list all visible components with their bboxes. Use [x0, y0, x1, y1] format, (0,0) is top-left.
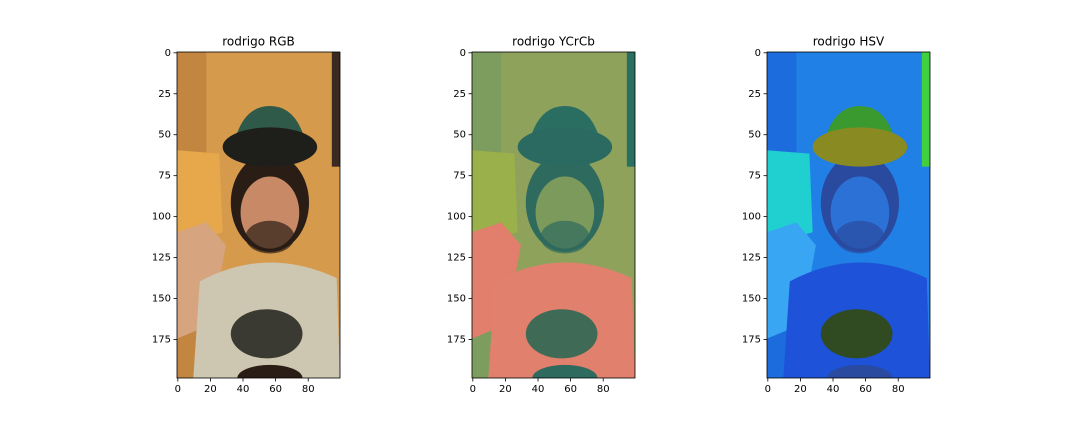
image-beer — [177, 150, 223, 246]
y-tick-label: 25 — [748, 89, 761, 100]
subplot: rodrigo YCrCb 0 20 40 60 80 0 25 50 75 100 125 150 17… — [447, 35, 636, 395]
x-tick-label: 60 — [859, 384, 872, 395]
image — [767, 52, 930, 378]
x-tick-label: 40 — [237, 384, 250, 395]
y-tick-label: 75 — [748, 171, 761, 182]
image-hat-brim — [517, 127, 613, 167]
x-tick-label: 20 — [204, 384, 217, 395]
y-tick-label: 50 — [748, 130, 761, 141]
y-tick-label: 100 — [742, 212, 761, 223]
x-tick-label: 0 — [175, 384, 181, 395]
image-graphic — [525, 309, 598, 359]
x-tick-label: 80 — [892, 384, 905, 395]
x-tick-label: 40 — [532, 384, 545, 395]
y-tick-label: 75 — [453, 171, 466, 182]
subplot-title: rodrigo YCrCb — [512, 35, 595, 49]
y-tick-label: 50 — [453, 130, 466, 141]
x-tick-label: 20 — [794, 384, 807, 395]
image-graphic — [820, 309, 893, 359]
image-edge — [921, 52, 930, 167]
image-beer — [472, 150, 518, 246]
axes-frame — [471, 51, 636, 379]
y-tick-label: 0 — [165, 48, 171, 59]
y-tick-label: 100 — [152, 212, 171, 223]
y-tick-label: 125 — [447, 253, 466, 264]
subplot: rodrigo HSV 0 20 40 60 80 0 25 50 75 100 125 150 175 — [742, 35, 931, 395]
x-tick-label: 0 — [765, 384, 771, 395]
axes-frame — [766, 51, 931, 379]
y-tick-label: 0 — [755, 48, 761, 59]
subplot-title: rodrigo HSV — [813, 35, 885, 49]
y-tick-label: 75 — [158, 171, 171, 182]
y-tick-label: 25 — [158, 89, 171, 100]
x-tick-label: 40 — [827, 384, 840, 395]
image-hat-brim — [812, 127, 908, 167]
y-tick-label: 0 — [460, 48, 466, 59]
image-edge — [331, 52, 340, 167]
y-tick-label: 50 — [158, 130, 171, 141]
image-graphic — [230, 309, 303, 359]
subplot: rodrigo RGB 0 20 40 60 80 0 25 50 75 100 125 150 175 — [152, 35, 341, 395]
x-tick-label: 80 — [597, 384, 610, 395]
image-beard — [245, 220, 295, 254]
y-tick-label: 150 — [447, 294, 466, 305]
image-neck — [532, 364, 598, 378]
x-tick-label: 20 — [499, 384, 512, 395]
y-tick-label: 175 — [447, 335, 466, 346]
image-neck — [827, 364, 893, 378]
image — [177, 52, 340, 378]
x-tick-label: 80 — [302, 384, 315, 395]
image — [472, 52, 635, 378]
image-beer — [767, 150, 813, 246]
image-beard — [835, 220, 885, 254]
image-edge — [626, 52, 635, 167]
image-beard — [540, 220, 590, 254]
y-tick-label: 175 — [742, 335, 761, 346]
y-tick-label: 150 — [152, 294, 171, 305]
y-tick-label: 25 — [453, 89, 466, 100]
subplot-title: rodrigo RGB — [222, 35, 295, 49]
x-tick-label: 60 — [564, 384, 577, 395]
y-tick-label: 125 — [152, 253, 171, 264]
x-tick-label: 0 — [470, 384, 476, 395]
y-tick-label: 125 — [742, 253, 761, 264]
y-tick-label: 175 — [152, 335, 171, 346]
x-tick-label: 60 — [269, 384, 282, 395]
image-neck — [237, 364, 303, 378]
axes-frame — [176, 51, 341, 379]
y-tick-label: 100 — [447, 212, 466, 223]
y-tick-label: 150 — [742, 294, 761, 305]
image-hat-brim — [222, 127, 318, 167]
